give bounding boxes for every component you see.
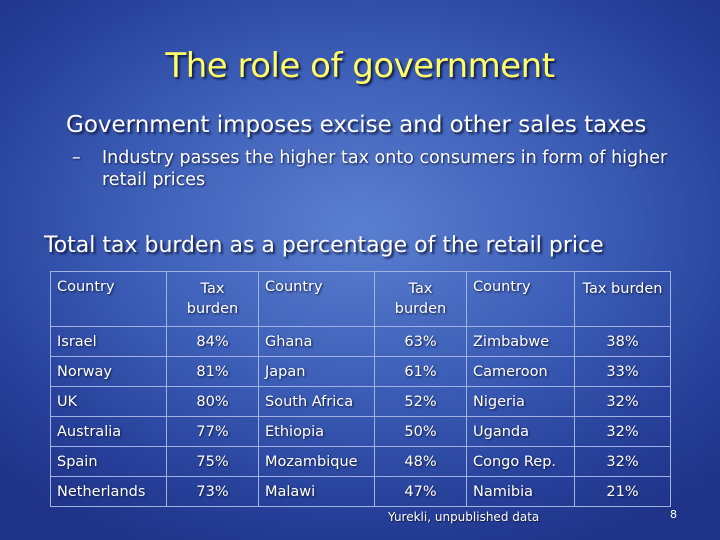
country-cell: Japan — [258, 356, 375, 387]
country-cell: Zimbabwe — [466, 326, 575, 357]
header-country: Country — [258, 271, 375, 327]
tax-cell: 63% — [374, 326, 467, 357]
slide-title: The role of government — [165, 46, 555, 86]
header-country: Country — [466, 271, 575, 327]
tax-cell: 32% — [574, 386, 671, 417]
header-tax-burden: Tax burden — [166, 271, 259, 327]
country-cell: Israel — [50, 326, 167, 357]
tax-cell: 80% — [166, 386, 259, 417]
table-row: Spain 75% Mozambique 48% Congo Rep. 32% — [50, 446, 671, 477]
country-cell: Mozambique — [258, 446, 375, 477]
country-cell: Congo Rep. — [466, 446, 575, 477]
country-cell: Malawi — [258, 476, 375, 507]
tax-cell: 47% — [374, 476, 467, 507]
table-row: Australia 77% Ethiopia 50% Uganda 32% — [50, 416, 671, 447]
table-row: Netherlands 73% Malawi 47% Namibia 21% — [50, 476, 671, 507]
table-caption: Total tax burden as a percentage of the … — [44, 233, 604, 258]
header-country: Country — [50, 271, 167, 327]
tax-cell: 38% — [574, 326, 671, 357]
country-cell: Uganda — [466, 416, 575, 447]
country-cell: Cameroon — [466, 356, 575, 387]
country-cell: Netherlands — [50, 476, 167, 507]
tax-cell: 61% — [374, 356, 467, 387]
tax-cell: 75% — [166, 446, 259, 477]
sub-bullet: – Industry passes the higher tax onto co… — [72, 147, 672, 191]
main-bullet: Government imposes excise and other sale… — [66, 112, 647, 138]
country-cell: Ethiopia — [258, 416, 375, 447]
tax-burden-table: Country Tax burden Country Tax burden Co… — [50, 271, 671, 507]
country-cell: Spain — [50, 446, 167, 477]
table-row: Israel 84% Ghana 63% Zimbabwe 38% — [50, 326, 671, 357]
page-number: 8 — [670, 508, 677, 521]
source-note: Yurekli, unpublished data — [388, 510, 540, 524]
table-header-row: Country Tax burden Country Tax burden Co… — [50, 271, 671, 327]
tax-cell: 32% — [574, 416, 671, 447]
tax-cell: 73% — [166, 476, 259, 507]
tax-cell: 50% — [374, 416, 467, 447]
sub-bullet-text: Industry passes the higher tax onto cons… — [102, 148, 668, 190]
sub-bullet-dash: – — [72, 148, 81, 168]
table-row: UK 80% South Africa 52% Nigeria 32% — [50, 386, 671, 417]
tax-cell: 81% — [166, 356, 259, 387]
tax-cell: 21% — [574, 476, 671, 507]
tax-cell: 33% — [574, 356, 671, 387]
tax-cell: 52% — [374, 386, 467, 417]
country-cell: Australia — [50, 416, 167, 447]
tax-cell: 77% — [166, 416, 259, 447]
tax-cell: 84% — [166, 326, 259, 357]
header-tax-burden: Tax burden — [374, 271, 467, 327]
country-cell: Nigeria — [466, 386, 575, 417]
country-cell: South Africa — [258, 386, 375, 417]
country-cell: UK — [50, 386, 167, 417]
tax-cell: 48% — [374, 446, 467, 477]
header-tax-burden: Tax burden — [574, 271, 671, 327]
country-cell: Namibia — [466, 476, 575, 507]
table-row: Norway 81% Japan 61% Cameroon 33% — [50, 356, 671, 387]
country-cell: Ghana — [258, 326, 375, 357]
tax-cell: 32% — [574, 446, 671, 477]
country-cell: Norway — [50, 356, 167, 387]
